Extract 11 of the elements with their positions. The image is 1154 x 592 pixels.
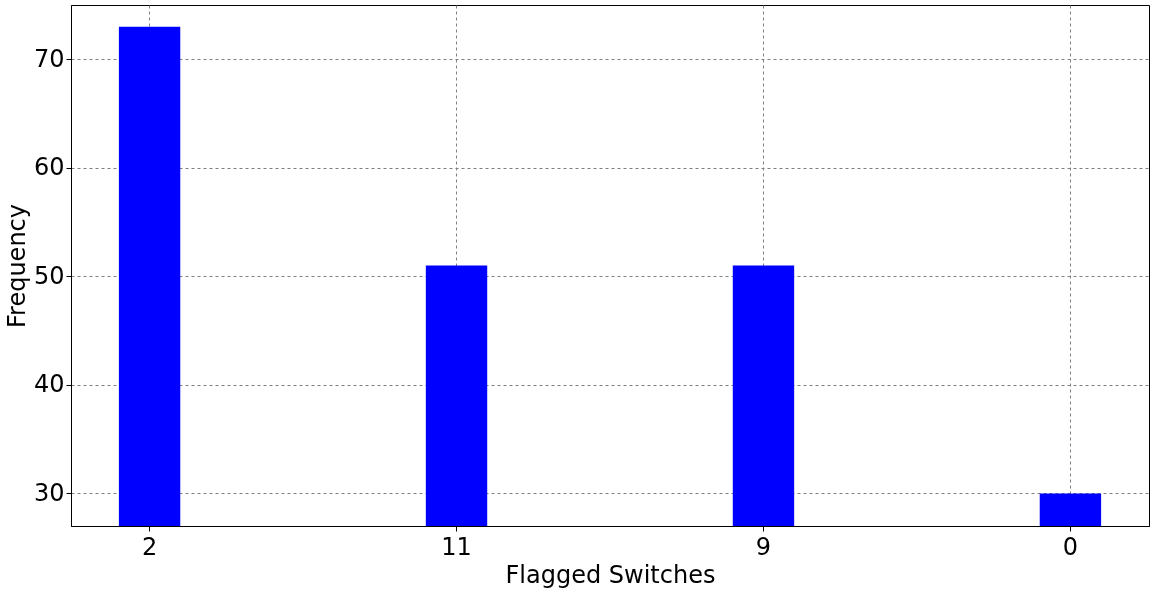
y-tick-label: 60 — [33, 153, 65, 182]
y-tick-label: 40 — [33, 370, 65, 399]
y-tick-label: 50 — [33, 261, 65, 290]
x-tick-label: 0 — [1062, 532, 1079, 561]
x-tick-label: 11 — [441, 532, 472, 561]
x-tick-label: 9 — [755, 532, 772, 561]
x-axis-title: Flagged Switches — [505, 560, 716, 589]
y-tick-label: 70 — [33, 44, 65, 73]
y-tick-label: 30 — [33, 478, 65, 507]
x-tick-label: 2 — [141, 532, 158, 561]
y-axis-title: Frequency — [2, 204, 31, 328]
